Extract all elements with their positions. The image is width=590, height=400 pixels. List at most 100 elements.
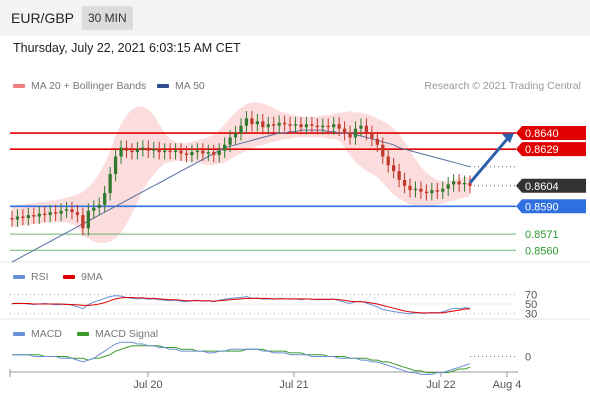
candle [195,150,200,153]
candle [348,133,352,138]
candle [452,181,456,185]
candle [446,184,450,189]
candle [462,182,467,185]
candle [64,209,69,211]
candle [315,125,319,128]
legend-ma50: MA 50 [157,80,205,92]
ma20-swatch [13,84,25,89]
candle [201,150,205,154]
candle [108,174,112,194]
current-price-tag [516,178,586,193]
x-tick-label: Aug 4 [493,379,522,391]
candle [212,152,216,156]
candle [424,191,429,194]
candle [304,124,309,128]
rsi-level-label-70: 70 [525,290,537,302]
candle [92,207,96,211]
candle [419,188,423,192]
candle [119,147,123,157]
candle [43,213,47,216]
level-label-0.8629: 0.8629 [525,144,559,156]
candle [97,204,101,208]
level-label-0.8590: 0.8590 [525,201,559,213]
candle [152,149,156,151]
x-tick-label: Jul 22 [426,379,455,391]
level-tag-0.8629 [516,142,586,157]
candle [86,210,90,229]
candle [364,125,369,134]
level-label-0.8640: 0.8640 [525,128,559,140]
candle [332,124,336,128]
legend-macd-signal: MACD Signal [77,328,158,340]
candle [179,150,183,154]
candle [342,128,347,134]
candle [70,209,74,213]
candle [173,150,178,153]
macd-swatch [13,332,25,337]
rsi-swatch [13,275,25,280]
forecast-arrow-head [502,133,514,144]
forecast-arrow-shaft [468,137,510,184]
candle [103,193,107,205]
legend-macd-signal-label: MACD Signal [95,328,159,340]
level-tag-0.8590 [516,199,586,214]
candle [228,137,232,145]
candle [168,150,172,153]
macd-signal-line [12,345,471,374]
legend-macd: MACD [13,328,62,340]
timeframe-button[interactable]: 30 MIN [82,6,133,30]
candle [282,122,287,125]
candle [293,124,298,126]
candle [430,190,434,194]
legend-rsi: RSI [13,271,49,283]
research-credit: Research © 2021 Trading Central [424,80,581,92]
candle [206,152,210,154]
candle [299,124,303,128]
candle [337,124,341,129]
candle [37,213,41,217]
candle [53,212,58,214]
rsi-ma-line [12,297,471,314]
x-tick-label: Jul 20 [133,379,162,391]
candle [141,147,145,150]
candle [21,216,25,219]
candle [190,152,194,156]
candle [413,188,418,191]
candle [288,124,292,126]
macd-line [12,341,471,375]
legend-rsi-label: RSI [31,271,49,283]
currency-pair-title: EUR/GBP [11,10,75,26]
rsi-level-label-50: 50 [525,299,537,311]
candle [32,215,36,217]
candle [244,118,249,126]
candle [163,150,167,153]
candle [146,147,150,151]
candle [435,190,439,192]
candle [353,128,358,138]
candle [397,171,401,180]
candle [386,156,390,166]
legend-ma20: MA 20 + Bollinger Bands [13,80,146,92]
level-label-0.8560: 0.8560 [525,245,559,257]
rsi-level-label-30: 30 [525,308,537,320]
candle [457,181,461,185]
candle [157,149,161,153]
candle [250,118,254,125]
legend-rsi-ma: 9MA [63,271,103,283]
current-price-label: 0.8604 [525,181,559,193]
candle [359,125,363,129]
legend-ma20-label: MA 20 + Bollinger Bands [31,80,147,92]
candle [402,179,407,186]
candle [375,138,379,145]
candle [261,121,265,128]
candle [370,133,374,139]
rsi-line [11,295,471,315]
candle [310,124,314,126]
candle [468,182,472,186]
candle [408,185,412,191]
ma50-swatch [157,84,169,89]
candle [124,147,129,151]
chart-datetime: Thursday, July 22, 2021 6:03:15 AM CET [13,41,241,55]
candle [223,144,227,151]
